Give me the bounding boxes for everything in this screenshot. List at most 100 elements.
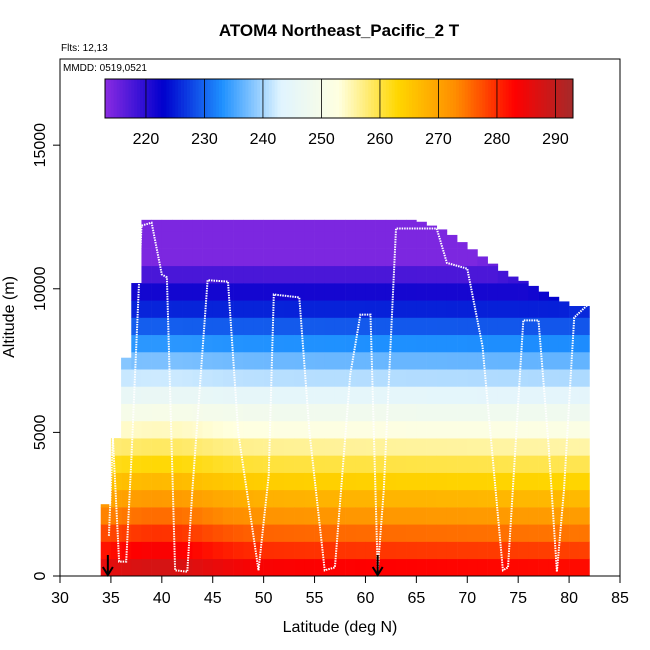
heat-cell xyxy=(243,541,254,560)
heat-cell xyxy=(457,265,468,284)
heat-cell xyxy=(212,472,224,491)
heat-cell xyxy=(396,524,407,542)
heat-cell xyxy=(182,438,193,456)
heat-cell xyxy=(314,472,326,491)
heat-cell xyxy=(202,219,214,232)
heat-cell xyxy=(375,334,387,353)
colorbar-cell xyxy=(110,79,115,118)
heat-cell xyxy=(151,317,163,336)
heat-cell xyxy=(151,248,163,267)
heat-cell xyxy=(172,558,183,577)
colorbar-cell xyxy=(523,79,527,118)
heat-cell xyxy=(497,420,509,439)
heat-cell xyxy=(416,455,427,473)
heat-cell xyxy=(579,317,590,336)
heat-cell xyxy=(222,351,234,370)
colorbar-cell xyxy=(210,79,214,118)
heat-cell xyxy=(345,507,356,525)
heat-cell xyxy=(151,558,163,577)
heat-cell xyxy=(518,386,529,404)
heat-cell xyxy=(182,455,193,473)
colorbar-cell xyxy=(236,79,240,118)
heat-cell xyxy=(161,265,173,284)
heat-cell xyxy=(436,420,448,439)
heat-cell xyxy=(151,265,163,284)
colorbar-cell xyxy=(277,79,281,118)
heat-cell xyxy=(385,248,397,267)
heat-cell xyxy=(121,369,132,387)
heat-cell xyxy=(273,300,285,318)
heat-cell xyxy=(355,283,366,301)
colorbar-cell xyxy=(529,79,533,118)
heat-cell xyxy=(141,558,152,577)
colorbar-cell xyxy=(183,79,188,118)
colorbar-cell xyxy=(456,79,460,118)
heat-cell xyxy=(273,369,285,387)
heat-cell xyxy=(334,438,346,456)
y-axis-label: Altitude (m) xyxy=(1,276,18,358)
colorbar-cell xyxy=(160,79,164,118)
colorbar-cell xyxy=(321,79,325,118)
colorbar-cell xyxy=(438,79,442,118)
colorbar-cell xyxy=(195,79,199,118)
colorbar-cell xyxy=(526,79,530,118)
heat-cell xyxy=(436,403,448,422)
heat-cell xyxy=(487,507,499,525)
down-arrow-icon xyxy=(371,555,384,577)
heat-cell xyxy=(477,489,488,508)
heat-cell xyxy=(477,386,488,404)
colorbar-cell xyxy=(450,79,454,118)
heat-cell xyxy=(477,507,488,525)
heat-cell xyxy=(324,524,336,542)
heat-cell xyxy=(151,300,163,318)
heat-cell xyxy=(436,229,448,232)
heat-cell xyxy=(345,334,356,353)
heat-cell xyxy=(569,334,580,353)
heat-cell xyxy=(355,317,366,336)
colorbar-cell xyxy=(265,79,270,118)
heat-cell xyxy=(233,283,244,301)
heat-cell xyxy=(141,455,152,473)
heat-cell xyxy=(100,558,112,577)
heat-cell xyxy=(518,489,529,508)
heat-cell xyxy=(446,558,458,577)
heat-cell xyxy=(345,472,356,491)
heat-cell xyxy=(528,300,539,318)
heat-cell xyxy=(243,300,254,318)
heat-cell xyxy=(436,558,448,577)
heat-cell xyxy=(497,524,509,542)
heat-cell xyxy=(151,334,163,353)
colorbar-cell xyxy=(464,79,469,118)
heat-cell xyxy=(558,386,570,404)
colorbar-cell xyxy=(175,79,179,118)
heat-cell xyxy=(222,472,234,491)
heat-cell xyxy=(406,317,417,336)
heat-cell xyxy=(151,403,163,422)
heat-cell xyxy=(141,300,152,318)
colorbar-cell xyxy=(303,79,308,118)
heat-cell xyxy=(457,438,468,456)
x-axis: 30 35 40 45 50 55 60 65 70 75 80 85 xyxy=(51,576,629,607)
colorbar-cell xyxy=(145,79,150,118)
heat-cell xyxy=(263,369,275,387)
heat-cell xyxy=(212,420,224,439)
chart-title: ATOM4 Northeast_Pacific_2 T xyxy=(219,21,460,40)
heat-cell xyxy=(528,369,539,387)
heat-cell xyxy=(172,219,183,232)
heat-cell xyxy=(548,420,560,439)
heat-cell xyxy=(284,438,295,456)
heat-cell xyxy=(569,489,580,508)
heat-cell xyxy=(192,369,203,387)
heat-cell xyxy=(518,420,529,439)
heat-cell xyxy=(416,248,427,267)
heat-cell xyxy=(497,351,509,370)
colorbar-cell xyxy=(213,79,217,118)
colorbar-cell xyxy=(520,79,524,118)
heat-cell xyxy=(579,489,590,508)
heat-cell xyxy=(182,334,193,353)
heat-cell xyxy=(243,472,254,491)
heat-cell xyxy=(202,455,214,473)
heat-cell xyxy=(131,334,142,353)
heat-cell xyxy=(131,438,142,456)
heat-cell xyxy=(141,541,152,560)
